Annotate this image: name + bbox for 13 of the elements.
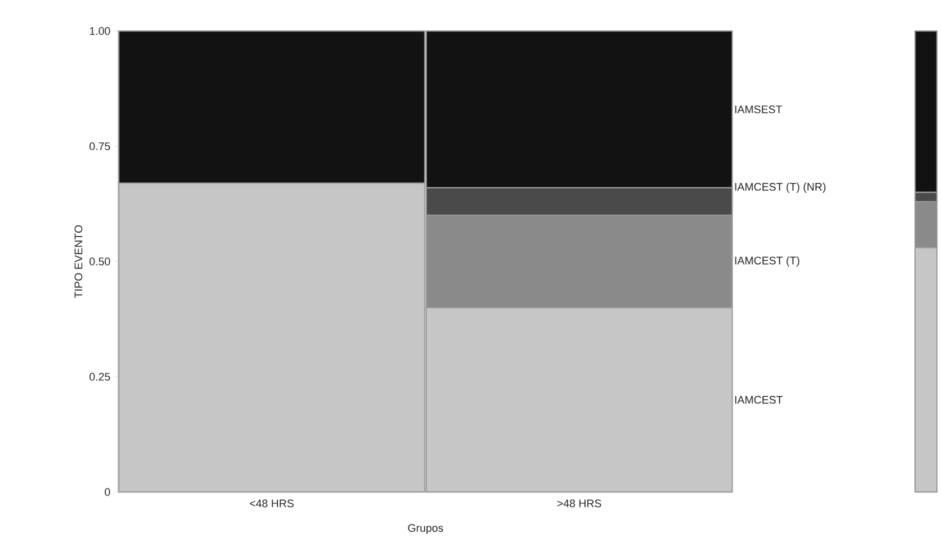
y-tick-label: 0: [104, 488, 110, 496]
y-tick-label: 0.25: [90, 372, 110, 381]
y-tick-label: 0.75: [90, 142, 110, 150]
series-label: IAMCEST: [735, 396, 783, 404]
x-tick-label: >48 HRS: [557, 500, 602, 508]
y-tick-label: 0.50: [90, 258, 110, 266]
y-tick-label: 1.00: [90, 27, 110, 35]
y-axis-title: TIPO EVENTO: [74, 225, 82, 298]
x-axis-title: Grupos: [408, 524, 444, 534]
series-label: IAMCEST (T): [735, 256, 800, 267]
series-label: IAMCEST (T) (NR): [735, 182, 826, 193]
series-label: IAMSEST: [735, 105, 782, 114]
x-tick-label: <48 HRS: [250, 500, 294, 508]
